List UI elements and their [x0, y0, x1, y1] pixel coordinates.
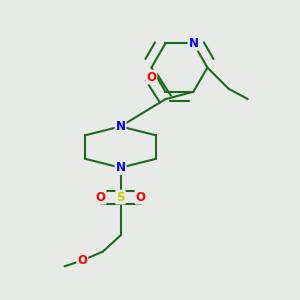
Text: N: N	[188, 37, 198, 50]
Text: N: N	[116, 161, 126, 174]
Text: N: N	[116, 120, 126, 133]
Text: O: O	[77, 254, 87, 267]
Text: O: O	[146, 70, 156, 84]
Text: O: O	[136, 190, 146, 204]
Text: S: S	[116, 190, 125, 204]
Text: O: O	[95, 190, 106, 204]
